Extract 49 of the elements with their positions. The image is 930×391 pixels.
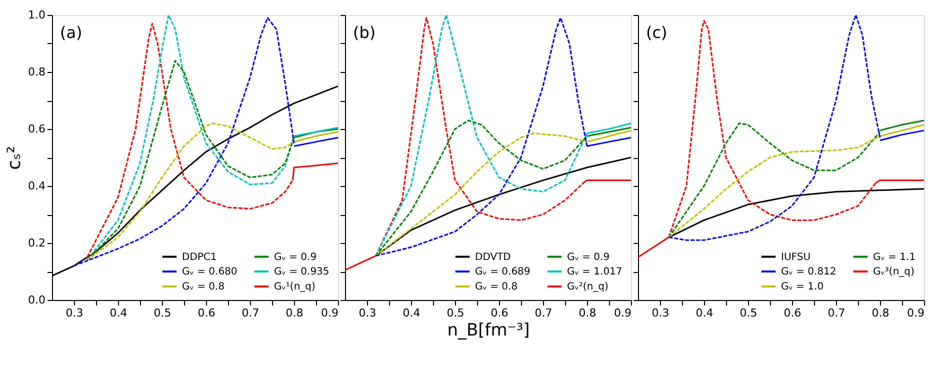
x-tick-label: 0.9: [907, 306, 924, 320]
x-tick-label: 0.8: [578, 306, 596, 320]
x-tick-label: 0.8: [872, 306, 890, 320]
legend-label: Gᵥ = 0.680: [182, 266, 238, 278]
legend-label: Gᵥ = 0.8: [475, 282, 518, 292]
legend-label: Gᵥ = 0.812: [781, 266, 836, 278]
x-tick-label: 0.6: [198, 306, 216, 320]
legend-label: DDPC1: [182, 252, 217, 263]
x-tick-label: 0.9: [321, 306, 338, 320]
x-tick-label: 0.7: [534, 306, 552, 320]
x-tick-label: 0.3: [66, 306, 84, 320]
y-tick-label: 0.6: [28, 122, 46, 136]
legend-label: Gᵥ = 1.0: [781, 282, 824, 292]
legend-label: Gᵥ = 1.017: [567, 266, 622, 278]
annotation: (a): [60, 23, 82, 42]
x-tick-label: 0.4: [696, 306, 714, 320]
x-tick-label: 0.6: [490, 306, 508, 320]
y-tick-label: 0.0: [28, 294, 46, 306]
x-tick-label: 0.3: [358, 306, 376, 320]
x-tick-label: 0.7: [828, 306, 846, 320]
x-axis-title: n_B[fm⁻³]: [447, 320, 530, 340]
x-tick-label: 0.6: [784, 306, 802, 320]
x-tick-label: 0.4: [402, 306, 420, 320]
legend-label: Gᵥ = 0.9: [567, 252, 610, 263]
legend-label: Gᵥ = 0.9: [274, 252, 317, 263]
legend-label: IUFSU: [781, 252, 811, 263]
legend-label: Gᵥ = 0.689: [475, 266, 530, 278]
legend-label: Gᵥ = 1.1: [873, 252, 916, 263]
x-tick-label: 0.3: [652, 306, 670, 320]
x-tick-label: 0.8: [286, 306, 304, 320]
y-tick-label: 0.8: [28, 66, 46, 78]
x-tick-label: 0.5: [154, 306, 172, 320]
legend-label: Gᵥ = 0.935: [274, 266, 330, 278]
y-axis-title: cₛ²: [4, 146, 26, 170]
x-tick-label: 0.9: [614, 306, 632, 320]
legend-label: Gᵥ = 0.8: [182, 282, 225, 292]
annotation: (b): [353, 23, 376, 42]
legend-label: Gᵥ³(n_q): [873, 266, 915, 278]
x-tick-label: 0.7: [242, 306, 260, 320]
y-tick-label: 0.4: [28, 180, 46, 192]
legend-label: DDVTD: [475, 252, 512, 263]
legend-label: Gᵥ²(n_q): [567, 282, 609, 292]
y-tick-label: 1.0: [28, 8, 46, 22]
x-tick-label: 0.4: [110, 306, 128, 320]
y-tick-label: 0.2: [28, 236, 46, 250]
x-tick-label: 0.5: [740, 306, 758, 320]
annotation: (c): [646, 23, 668, 42]
x-tick-label: 0.5: [446, 306, 464, 320]
legend-label: Gᵥ¹(n_q): [274, 282, 316, 292]
